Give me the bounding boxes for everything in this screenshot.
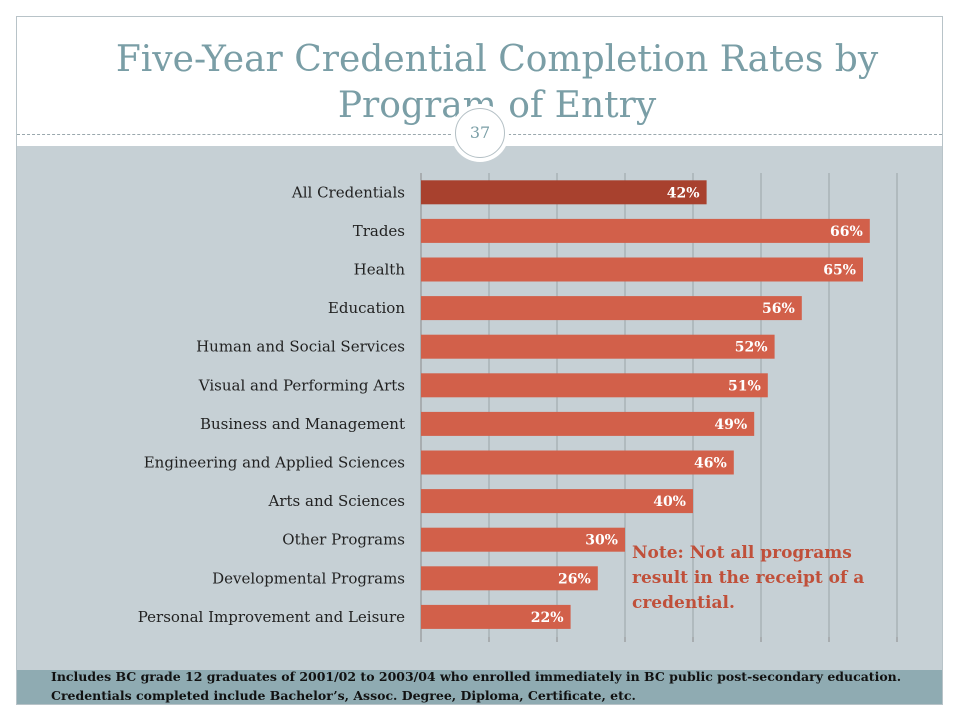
data-label: 22% <box>531 610 564 626</box>
data-label: 42% <box>667 185 700 201</box>
category-label: Developmental Programs <box>212 569 405 587</box>
bar <box>421 489 693 514</box>
category-label: Engineering and Applied Sciences <box>144 454 405 472</box>
data-label: 65% <box>823 263 856 279</box>
bar <box>421 450 734 475</box>
bars <box>421 180 870 629</box>
footnote: Includes BC grade 12 graduates of 2001/0… <box>51 669 902 703</box>
data-label: 56% <box>762 301 795 317</box>
bar <box>421 566 598 591</box>
data-label: 30% <box>585 533 618 549</box>
data-label: 66% <box>830 224 863 240</box>
bar <box>421 180 707 205</box>
slide-title: Five-Year Credential Completion Rates by… <box>115 39 879 126</box>
chart-note: Note: Not all programs result in the rec… <box>632 543 865 613</box>
bar <box>421 334 775 359</box>
category-label: Human and Social Services <box>196 338 405 356</box>
bar <box>421 257 863 282</box>
bar <box>421 373 768 398</box>
category-label: Education <box>328 299 405 317</box>
bar <box>421 411 755 436</box>
data-label: 46% <box>694 456 727 472</box>
category-label: Trades <box>353 222 405 240</box>
category-label: Arts and Sciences <box>268 492 405 510</box>
gridlines <box>420 173 898 642</box>
slide-frame <box>16 16 943 705</box>
page-number-badge: 37 <box>455 108 505 158</box>
category-label: Visual and Performing Arts <box>198 376 405 394</box>
category-label: Health <box>354 261 406 279</box>
bar <box>421 218 870 243</box>
bar <box>421 527 625 552</box>
data-label: 52% <box>735 340 768 356</box>
data-label: 51% <box>728 378 761 394</box>
bar <box>421 604 571 629</box>
bar <box>421 296 802 321</box>
footer-band <box>17 670 942 704</box>
category-label: Personal Improvement and Leisure <box>138 608 405 626</box>
labels: All Credentials 42% Trades 66% Health 65% Educ… <box>138 183 863 626</box>
data-label: 49% <box>714 417 747 433</box>
category-label: Other Programs <box>282 531 405 549</box>
category-label: All Credentials <box>291 183 405 201</box>
data-label: 40% <box>653 494 686 510</box>
category-label: Business and Management <box>200 415 405 433</box>
data-label: 26% <box>558 571 591 587</box>
